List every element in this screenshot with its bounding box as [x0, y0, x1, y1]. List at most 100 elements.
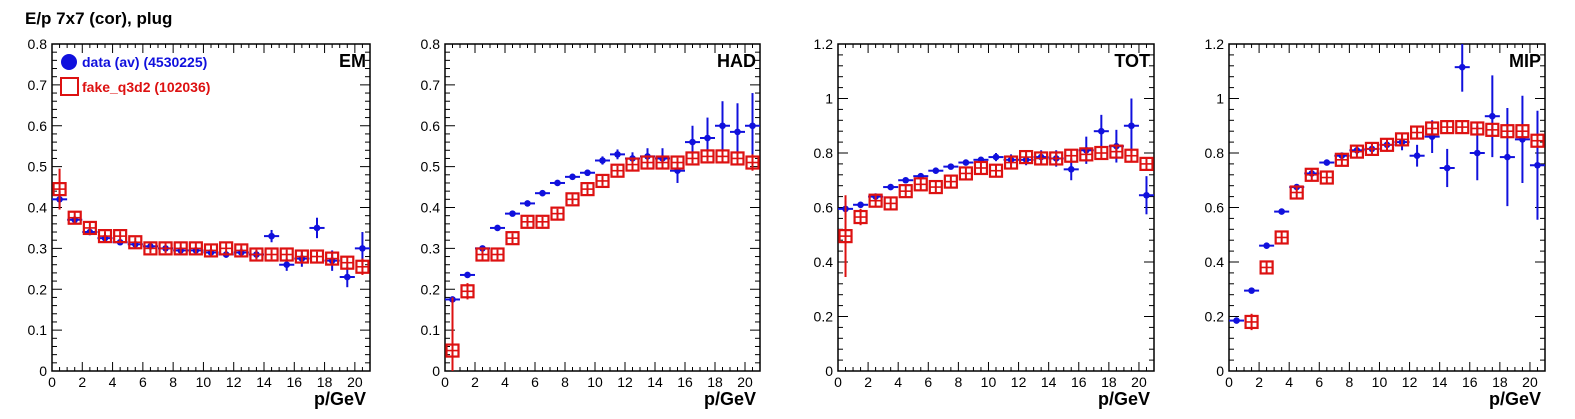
- figure-title: E/p 7x7 (cor), plug: [25, 9, 173, 28]
- data-point: [569, 173, 576, 181]
- x-tick-label: 16: [677, 374, 693, 390]
- x-tick-label: 8: [169, 374, 177, 390]
- x-tick-label: 0: [834, 374, 842, 390]
- x-axis-label: p/GeV: [1489, 389, 1541, 409]
- y-tick-label: 1.2: [814, 36, 834, 52]
- data-point: [494, 224, 501, 232]
- y-tick-label: 0.6: [28, 118, 48, 134]
- data-point: [343, 273, 351, 281]
- x-tick-label: 0: [48, 374, 56, 390]
- x-tick-label: 16: [1071, 374, 1087, 390]
- x-tick-label: 8: [954, 374, 962, 390]
- plot-marks: [1229, 44, 1545, 331]
- y-tick-label: 0: [825, 363, 833, 379]
- y-tick-label: 0.3: [28, 240, 48, 256]
- legend-fake-marker: [60, 77, 79, 96]
- plot-frame: [444, 43, 761, 372]
- x-tick-label: 2: [471, 374, 479, 390]
- data-point: [689, 138, 696, 146]
- y-tick-label: 1: [825, 91, 833, 107]
- data-point: [1233, 317, 1240, 324]
- x-tick-label: 16: [1462, 374, 1478, 390]
- data-point: [734, 128, 741, 136]
- legend-data-marker: [61, 54, 77, 70]
- data-point: [599, 157, 606, 164]
- x-tick-label: 12: [1402, 374, 1418, 390]
- x-tick-label: 18: [317, 374, 333, 390]
- y-tick-label: 0.6: [421, 118, 441, 134]
- data-point: [902, 176, 910, 184]
- y-tick-label: 0.4: [28, 200, 48, 216]
- x-tick-label: 16: [286, 374, 302, 390]
- x-axis-label: p/GeV: [314, 389, 366, 409]
- plot-marks: [838, 98, 1154, 277]
- data-point: [1098, 127, 1105, 135]
- y-tick-label: 1: [1216, 91, 1224, 107]
- data-point: [1143, 191, 1150, 199]
- x-tick-label: 12: [1011, 374, 1027, 390]
- x-tick-label: 4: [109, 374, 117, 390]
- x-axis-label: p/GeV: [704, 389, 756, 409]
- x-tick-label: 2: [78, 374, 86, 390]
- x-tick-label: 0: [441, 374, 449, 390]
- y-tick-label: 0: [39, 363, 47, 379]
- y-tick-label: 0.3: [421, 240, 441, 256]
- x-tick-label: 8: [561, 374, 569, 390]
- x-tick-label: 12: [226, 374, 242, 390]
- x-tick-label: 4: [501, 374, 509, 390]
- x-tick-label: 10: [196, 374, 212, 390]
- data-point: [719, 122, 726, 130]
- x-tick-label: 6: [924, 374, 932, 390]
- data-point: [1489, 112, 1496, 120]
- x-tick-label: 14: [256, 374, 272, 390]
- data-point: [1067, 166, 1075, 173]
- data-point: [283, 261, 291, 269]
- y-tick-label: 0: [432, 363, 440, 379]
- data-point: [857, 201, 864, 209]
- x-tick-label: 20: [737, 374, 753, 390]
- panel-title: TOT: [1114, 51, 1150, 71]
- y-tick-label: 0.7: [421, 77, 441, 93]
- data-point: [704, 134, 711, 142]
- x-tick-label: 10: [1372, 374, 1388, 390]
- data-point: [962, 159, 970, 166]
- data-point: [524, 200, 531, 207]
- data-point: [1458, 63, 1466, 71]
- y-tick-label: 0.5: [421, 159, 441, 175]
- data-point: [1263, 242, 1270, 249]
- legend-fake-label: fake_q3d2 (102036): [82, 79, 210, 95]
- data-point: [509, 210, 516, 217]
- data-point: [1278, 208, 1285, 215]
- data-point: [932, 167, 940, 175]
- x-tick-label: 10: [981, 374, 997, 390]
- data-point: [1443, 164, 1451, 172]
- data-point: [1323, 159, 1331, 166]
- y-tick-label: 0: [1216, 363, 1224, 379]
- x-tick-label: 10: [587, 374, 603, 390]
- y-tick-label: 0.2: [814, 309, 834, 325]
- x-tick-label: 4: [1285, 374, 1293, 390]
- x-tick-label: 4: [894, 374, 902, 390]
- plot-marks: [445, 93, 760, 371]
- y-tick-label: 0.6: [814, 200, 834, 216]
- y-tick-label: 0.4: [814, 254, 834, 270]
- x-tick-label: 6: [139, 374, 147, 390]
- data-point: [1534, 161, 1541, 169]
- y-tick-label: 0.8: [814, 145, 834, 161]
- data-point: [1473, 149, 1481, 157]
- y-tick-label: 0.2: [1205, 309, 1225, 325]
- data-point: [1128, 122, 1135, 130]
- y-tick-label: 0.8: [1205, 145, 1225, 161]
- y-tick-label: 0.2: [421, 281, 441, 297]
- legend: data (av) (4530225) fake_q3d2 (102036): [60, 54, 210, 96]
- y-tick-label: 0.7: [28, 77, 48, 93]
- data-point: [947, 163, 955, 170]
- data-point: [887, 183, 894, 191]
- legend-data-label: data (av) (4530225): [82, 54, 207, 70]
- x-tick-label: 12: [617, 374, 633, 390]
- y-tick-label: 0.8: [421, 36, 441, 52]
- x-tick-label: 18: [1101, 374, 1117, 390]
- data-point: [992, 153, 1000, 161]
- panel-title: MIP: [1509, 51, 1541, 71]
